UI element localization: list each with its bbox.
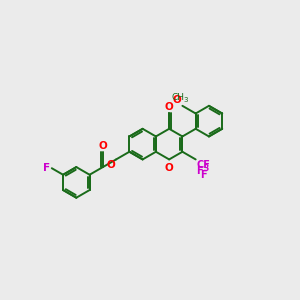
Text: F: F [44, 163, 51, 173]
Text: O: O [98, 141, 107, 151]
Text: O: O [106, 160, 115, 170]
Text: 3: 3 [204, 164, 209, 173]
Text: O: O [165, 163, 173, 173]
Text: F: F [200, 170, 207, 180]
Text: F: F [196, 166, 203, 176]
Text: O: O [172, 95, 181, 105]
Text: 3: 3 [183, 97, 188, 103]
Text: CH: CH [171, 93, 184, 102]
Text: CF: CF [196, 160, 210, 170]
Text: O: O [165, 102, 173, 112]
